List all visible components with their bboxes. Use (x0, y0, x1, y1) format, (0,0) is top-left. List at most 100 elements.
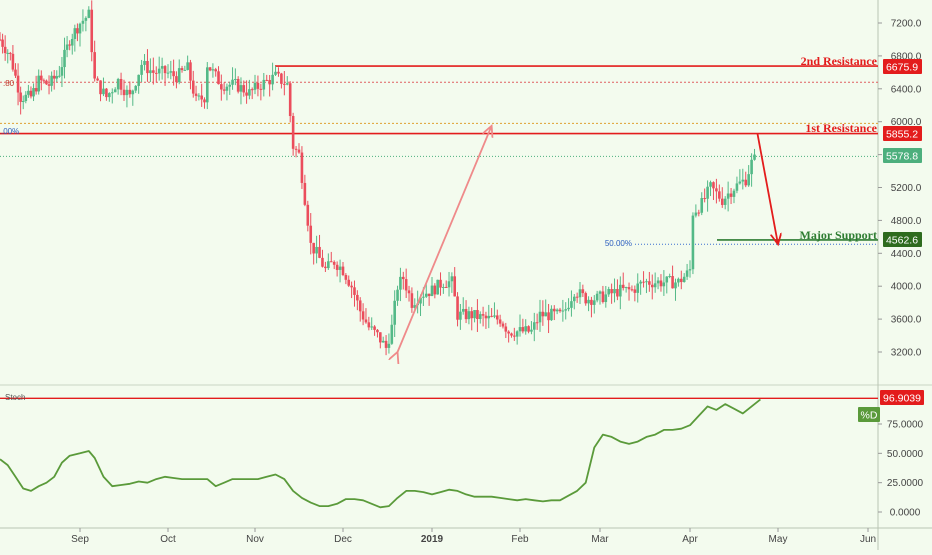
candle-body[interactable] (256, 82, 260, 89)
candle-body[interactable] (288, 83, 292, 117)
candle-body[interactable] (447, 281, 451, 288)
candle-body[interactable] (558, 309, 562, 312)
candle-body[interactable] (285, 83, 289, 85)
candle-body[interactable] (50, 75, 53, 86)
candle-body[interactable] (318, 246, 321, 258)
candle-body[interactable] (753, 154, 756, 160)
candle-body[interactable] (68, 44, 71, 46)
candle-body[interactable] (137, 74, 140, 86)
candle-body[interactable] (604, 294, 608, 303)
candle-body[interactable] (399, 276, 402, 290)
candle-body[interactable] (694, 212, 698, 216)
candle-body[interactable] (510, 333, 513, 336)
candle-body[interactable] (11, 53, 15, 70)
candle-body[interactable] (0, 39, 2, 41)
candle-body[interactable] (16, 75, 20, 93)
candle-body[interactable] (679, 278, 683, 283)
candle-body[interactable] (93, 52, 96, 79)
candle-body[interactable] (633, 289, 637, 293)
candle-body[interactable] (592, 300, 596, 305)
candle-body[interactable] (436, 279, 439, 295)
candle-body[interactable] (738, 181, 742, 184)
candle-body[interactable] (309, 225, 313, 243)
candle-body[interactable] (271, 74, 274, 85)
candle-body[interactable] (484, 315, 488, 319)
candle-body[interactable] (259, 88, 263, 90)
candle-body[interactable] (303, 182, 307, 205)
candle-body[interactable] (341, 266, 345, 276)
candle-body[interactable] (677, 278, 680, 283)
candle-body[interactable] (524, 326, 528, 332)
candle-body[interactable] (685, 270, 689, 277)
candle-body[interactable] (490, 315, 493, 317)
candle-body[interactable] (393, 300, 396, 325)
candle-body[interactable] (113, 89, 117, 93)
candle-body[interactable] (581, 289, 585, 294)
candle-body[interactable] (459, 311, 462, 320)
candle-body[interactable] (265, 79, 269, 81)
candle-body[interactable] (662, 282, 666, 287)
candle-body[interactable] (595, 293, 599, 301)
candle-body[interactable] (456, 296, 459, 320)
candle-body[interactable] (616, 288, 619, 297)
candle-body[interactable] (450, 276, 454, 282)
candle-body[interactable] (21, 101, 25, 103)
candle-body[interactable] (552, 308, 556, 312)
candle-body[interactable] (607, 289, 611, 295)
candle-body[interactable] (422, 296, 425, 298)
candle-body[interactable] (108, 93, 111, 98)
candle-body[interactable] (645, 281, 648, 283)
candle-body[interactable] (396, 289, 399, 301)
candle-body[interactable] (442, 286, 445, 288)
candle-body[interactable] (70, 38, 74, 46)
candle-body[interactable] (63, 49, 66, 68)
candle-body[interactable] (379, 332, 382, 343)
candle-body[interactable] (65, 44, 69, 50)
candle-body[interactable] (476, 310, 479, 320)
candle-body[interactable] (291, 116, 295, 149)
candle-body[interactable] (642, 281, 645, 283)
candle-body[interactable] (262, 79, 266, 90)
candle-body[interactable] (34, 88, 38, 92)
candle-body[interactable] (236, 78, 240, 92)
candle-body[interactable] (610, 289, 613, 294)
candle-body[interactable] (501, 323, 505, 327)
candle-body[interactable] (384, 340, 388, 348)
candle-body[interactable] (99, 80, 102, 95)
candle-body[interactable] (39, 75, 43, 81)
candle-body[interactable] (444, 286, 448, 288)
candle-body[interactable] (315, 246, 318, 254)
candle-body[interactable] (453, 276, 457, 297)
candle-body[interactable] (211, 69, 215, 71)
candle-body[interactable] (367, 322, 371, 328)
candle-body[interactable] (527, 326, 530, 332)
candle-body[interactable] (461, 308, 465, 312)
candle-body[interactable] (478, 314, 482, 320)
candle-body[interactable] (119, 78, 123, 90)
candle-body[interactable] (324, 266, 327, 269)
candle-body[interactable] (228, 84, 232, 87)
candle-body[interactable] (404, 279, 408, 291)
candle-body[interactable] (656, 280, 660, 284)
candle-body[interactable] (220, 84, 223, 90)
candle-body[interactable] (274, 71, 277, 75)
candle-body[interactable] (720, 198, 724, 205)
candle-body[interactable] (175, 76, 178, 83)
candle-body[interactable] (715, 188, 718, 192)
candle-body[interactable] (487, 315, 491, 319)
candle-body[interactable] (125, 89, 129, 96)
candle-body[interactable] (277, 71, 280, 74)
candle-body[interactable] (530, 329, 533, 332)
candle-body[interactable] (361, 311, 365, 320)
candle-body[interactable] (6, 52, 10, 54)
candle-body[interactable] (575, 296, 579, 298)
candle-body[interactable] (110, 92, 114, 94)
candle-body[interactable] (584, 293, 588, 304)
candle-body[interactable] (364, 319, 368, 323)
candle-body[interactable] (518, 327, 522, 332)
candle-body[interactable] (166, 72, 170, 74)
candle-body[interactable] (27, 90, 30, 95)
candle-body[interactable] (225, 86, 229, 91)
candle-body[interactable] (750, 159, 753, 175)
candle-body[interactable] (570, 301, 573, 308)
